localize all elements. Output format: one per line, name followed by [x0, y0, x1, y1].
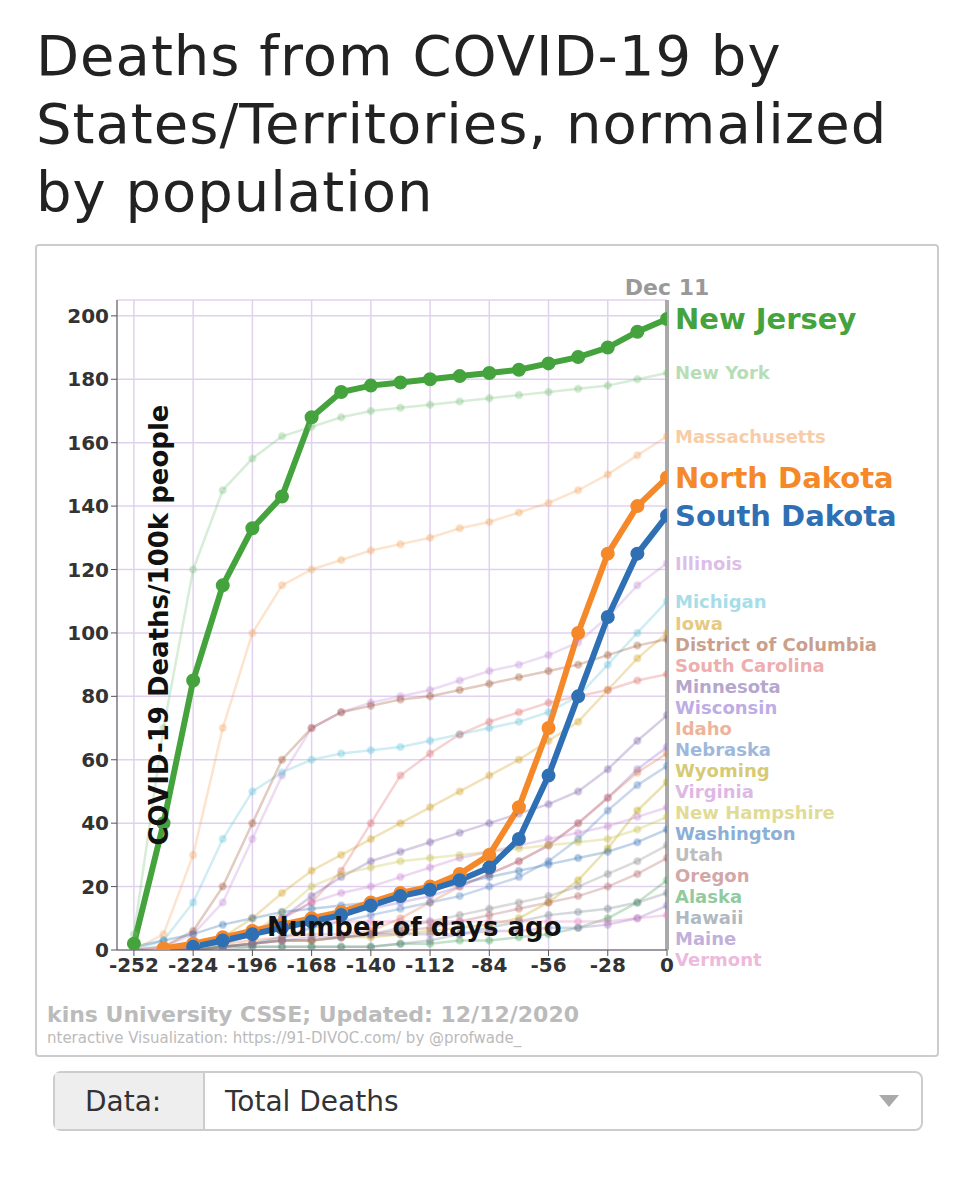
- html-text:Wyoming: Wyoming: [675, 760, 770, 781]
- svg-text:-56: -56: [530, 953, 566, 977]
- svg-text:100: 100: [67, 621, 109, 645]
- svg-text:-224: -224: [168, 953, 218, 977]
- svg-text:-140: -140: [346, 953, 396, 977]
- html-text:New Jersey: New Jersey: [675, 302, 857, 336]
- svg-text:40: 40: [81, 811, 109, 835]
- svg-text:200: 200: [67, 304, 109, 328]
- html-text:Deaths from COVID-19 by States: Deaths from COVID-19 by States/Territori…: [36, 23, 888, 224]
- html-text:Data:: Data:: [85, 1084, 162, 1118]
- html-text:Minnesota: Minnesota: [675, 676, 781, 697]
- svg-text:Dec 11: Dec 11: [625, 275, 710, 300]
- html-text:Illinois: Illinois: [675, 552, 743, 574]
- html-text:kins University CSSE; Updated:: kins University CSSE; Updated: 12/12/202…: [47, 1002, 579, 1027]
- svg-text:120: 120: [67, 558, 109, 582]
- html-text:New York: New York: [675, 362, 770, 384]
- html-text:Michigan: Michigan: [675, 590, 767, 612]
- html-text:South Dakota: South Dakota: [675, 498, 897, 533]
- svg-text:-28: -28: [590, 953, 626, 977]
- html-text:Massachusetts: Massachusetts: [675, 425, 826, 447]
- html-text:Alaska: Alaska: [675, 886, 743, 907]
- html-text:Utah: Utah: [675, 844, 724, 865]
- svg-text:-84: -84: [471, 953, 507, 977]
- svg-text:0: 0: [95, 938, 109, 962]
- svg-text:20: 20: [81, 875, 109, 899]
- html-text:Nebraska: Nebraska: [675, 739, 771, 760]
- html-text:North Dakota: North Dakota: [675, 460, 894, 495]
- svg-text:-112: -112: [405, 953, 455, 977]
- html-text:nteractive Visualization: http: nteractive Visualization: https://91-DIV…: [47, 1029, 522, 1047]
- html-text:Wisconsin: Wisconsin: [675, 697, 778, 718]
- html-text:New Hampshire: New Hampshire: [675, 802, 835, 823]
- html-text:Hawaii: Hawaii: [675, 907, 744, 928]
- svg-text:140: 140: [67, 494, 109, 518]
- svg-text:-168: -168: [287, 953, 337, 977]
- html-text:COVID-19 Deaths/100k people: COVID-19 Deaths/100k people: [144, 404, 174, 846]
- svg-text:-252: -252: [109, 953, 159, 977]
- html-text:South Carolina: South Carolina: [675, 655, 825, 676]
- html-text:Vermont: Vermont: [675, 949, 762, 970]
- html-text:Maine: Maine: [675, 928, 737, 949]
- html-text:Oregon: Oregon: [675, 865, 750, 886]
- html-text:Idaho: Idaho: [675, 718, 732, 739]
- svg-text:-196: -196: [227, 953, 277, 977]
- svg-text:0: 0: [660, 953, 674, 977]
- html-text:Iowa: Iowa: [675, 613, 723, 634]
- svg-text:80: 80: [81, 684, 109, 708]
- svg-text:60: 60: [81, 748, 109, 772]
- svg-text:160: 160: [67, 431, 109, 455]
- html-text:District of Columbia: District of Columbia: [675, 634, 877, 655]
- html-text:Number of days ago: Number of days ago: [267, 912, 562, 942]
- html-text:Total Deaths: Total Deaths: [225, 1084, 399, 1118]
- svg-text:180: 180: [67, 367, 109, 391]
- html-text:Virginia: Virginia: [675, 781, 754, 802]
- html-text:Washington: Washington: [675, 823, 796, 844]
